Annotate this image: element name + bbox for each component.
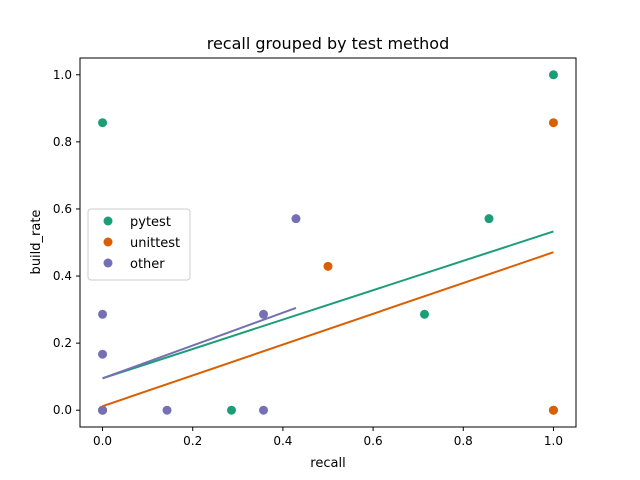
legend: pytest unittest other [87, 208, 191, 281]
x-axis-label: recall [310, 456, 345, 471]
legend-label-other: other [130, 257, 165, 272]
fit-line-other [102, 306, 297, 380]
y-tick-label: 1.0 [53, 68, 72, 82]
x-axis: 0.0 0.2 0.4 0.6 0.8 1.0 [93, 427, 563, 448]
point-other-6 [291, 214, 301, 224]
x-tick-label: 0.8 [454, 434, 473, 448]
chart-title: recall grouped by test method [207, 34, 450, 53]
point-pytest-0 [98, 118, 108, 128]
x-tick-label: 0.2 [183, 434, 202, 448]
fit-line-pytest [102, 230, 554, 380]
point-other-1 [98, 349, 108, 359]
y-tick-label: 0.6 [53, 202, 72, 216]
legend-marker-pytest [103, 216, 113, 226]
point-other-4 [259, 309, 269, 319]
x-tick-label: 0.6 [364, 434, 383, 448]
point-pytest-2 [227, 405, 237, 415]
x-tick-label: 0.4 [273, 434, 292, 448]
plot-frame [79, 57, 577, 428]
y-tick-label: 0.2 [53, 336, 72, 350]
point-unittest-1 [323, 261, 333, 271]
point-pytest-5 [548, 70, 558, 80]
y-tick-label: 0.0 [53, 403, 72, 417]
legend-label-unittest: unittest [130, 236, 180, 251]
legend-box [87, 208, 191, 281]
plot-area [98, 70, 558, 415]
x-tick-label: 1.0 [544, 434, 563, 448]
legend-marker-unittest [103, 237, 113, 247]
point-unittest-2 [548, 118, 558, 128]
point-other-0 [98, 309, 108, 319]
point-pytest-4 [484, 214, 494, 224]
point-unittest-3 [548, 405, 558, 415]
legend-marker-other [103, 258, 113, 268]
y-tick-label: 0.8 [53, 135, 72, 149]
point-other-3 [162, 405, 172, 415]
legend-label-pytest: pytest [130, 215, 171, 230]
point-other-2 [98, 405, 108, 415]
point-pytest-3 [419, 309, 429, 319]
y-tick-label: 0.4 [53, 269, 72, 283]
fit-line-unittest [102, 251, 554, 408]
y-axis-label: build_rate [29, 210, 44, 275]
point-other-5 [259, 405, 269, 415]
y-axis: 0.0 0.2 0.4 0.6 0.8 1.0 [53, 68, 80, 417]
x-tick-label: 0.0 [93, 434, 112, 448]
